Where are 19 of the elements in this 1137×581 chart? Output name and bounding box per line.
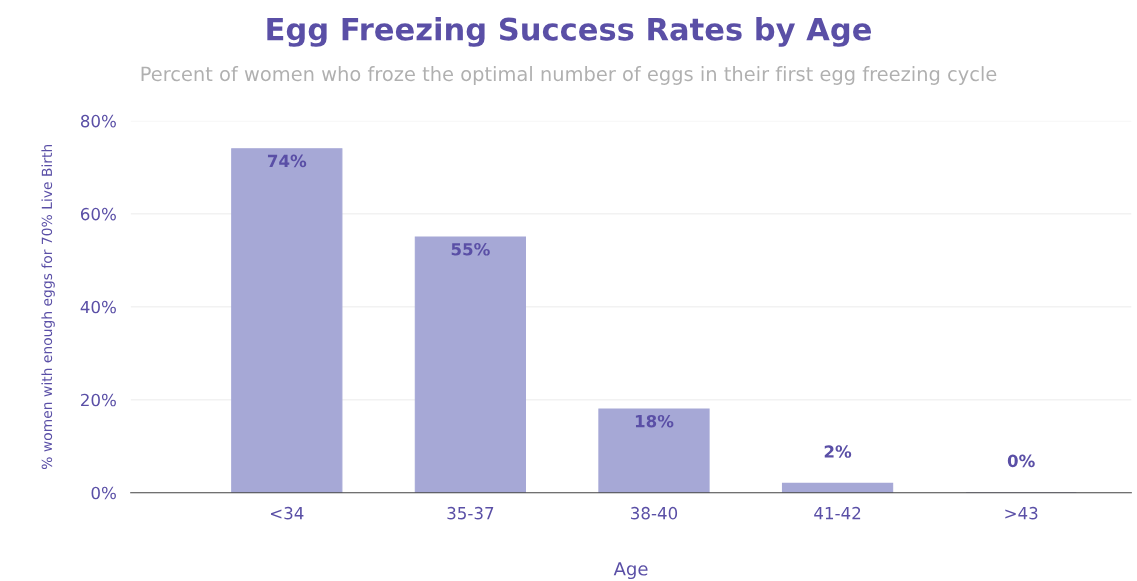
chart-title: Egg Freezing Success Rates by Age bbox=[267, 17, 871, 47]
x-tick-label: <34 bbox=[270, 506, 304, 520]
x-tick-label: >43 bbox=[1005, 506, 1038, 520]
y-tick-label: 60% bbox=[80, 207, 116, 221]
x-axis-title: Age bbox=[613, 562, 648, 580]
y-tick-label: 80% bbox=[80, 114, 116, 128]
data-label: 18% bbox=[635, 414, 674, 428]
data-label: 55% bbox=[451, 242, 490, 256]
data-label: 0% bbox=[1007, 454, 1035, 468]
y-tick-label: 20% bbox=[81, 393, 116, 407]
x-tick-label: 38-40 bbox=[631, 506, 678, 520]
data-label: 74% bbox=[267, 154, 307, 168]
y-tick-label: 0% bbox=[91, 486, 116, 500]
y-axis-title: % women with enough eggs for 70% Live Birth bbox=[41, 144, 55, 470]
data-label: 2% bbox=[824, 445, 852, 458]
chart-subtitle: Percent of women who froze the optimal number of eggs in their first egg freezing cycle bbox=[141, 66, 997, 85]
y-tick-label: 40% bbox=[80, 300, 116, 314]
x-tick-label: 35-37 bbox=[447, 506, 494, 520]
x-tick-label: 41-42 bbox=[814, 506, 861, 520]
